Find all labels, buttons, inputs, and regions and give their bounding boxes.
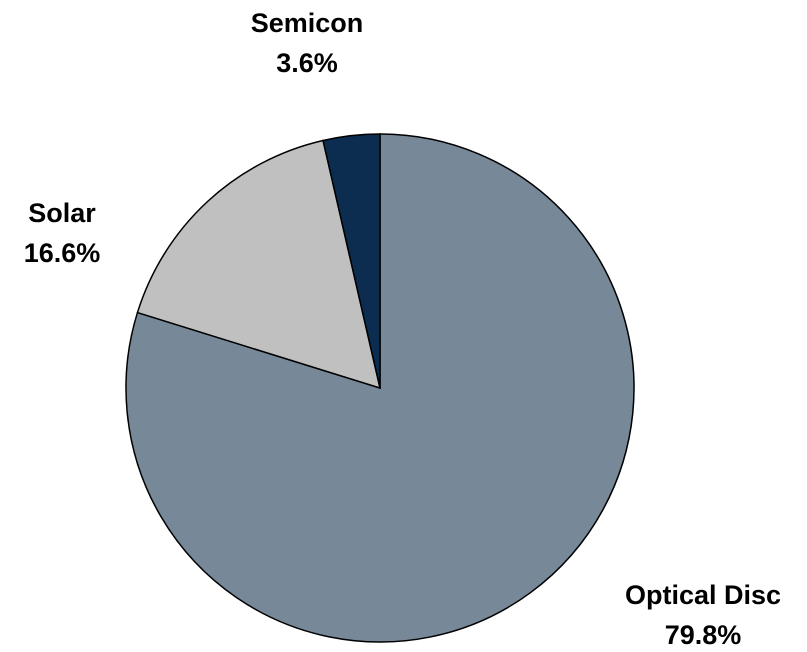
slice-label: Solar [28,198,96,228]
pie-slice [322,133,381,389]
slice-label: Semicon [251,8,364,38]
pie-slice [136,139,382,390]
slice-label: Optical Disc [625,580,781,610]
slice-value-label: 16.6% [24,238,101,268]
slice-value-label: 3.6% [276,48,338,78]
slice-value-label: 79.8% [665,620,742,650]
